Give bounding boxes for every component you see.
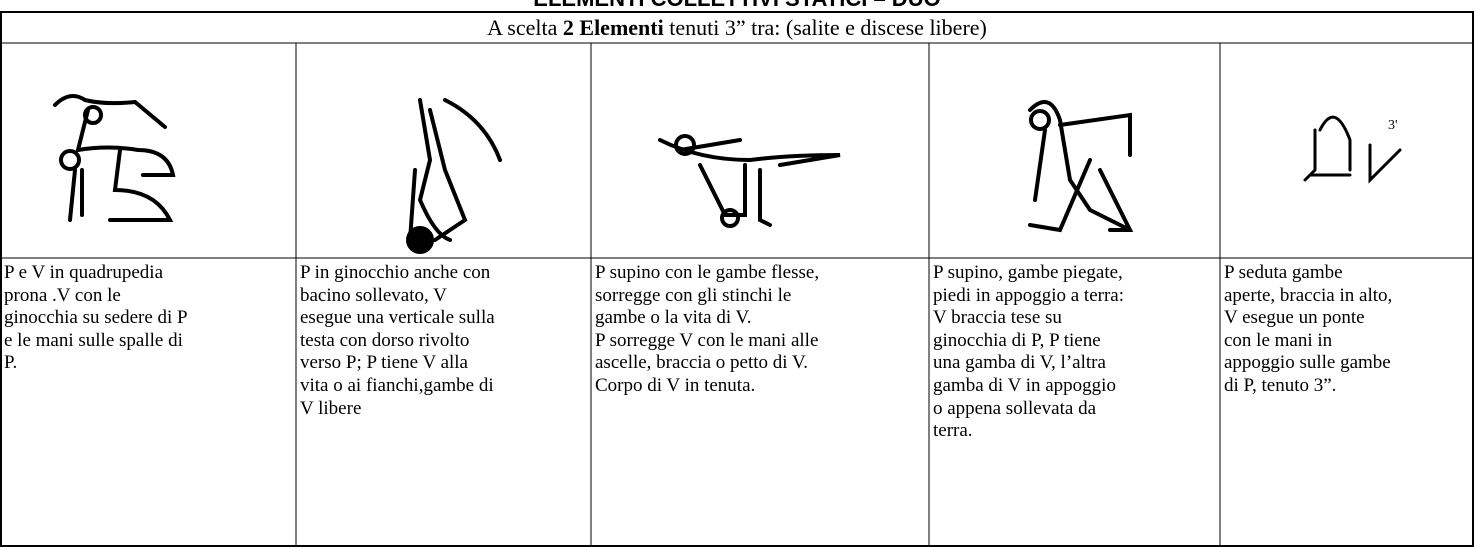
text-line: Corpo di V in tenuta. (595, 374, 756, 396)
text-line: P seduta gambe (1224, 262, 1343, 283)
text-line: ginocchia di P, P tiene (933, 329, 1101, 351)
text-line: gambe o la vita di V. (595, 307, 752, 329)
cell-text: P in ginocchio anche con bacino sollevato… (300, 262, 495, 420)
text-line: bacino sollevato, V (300, 284, 447, 306)
header-text: tenuti 3” tra: (salite e discese libere) (663, 15, 987, 40)
text-line: ginocchia su sedere di P (4, 307, 188, 329)
text-line: V esegue un ponte (1224, 307, 1365, 329)
figure-label: 3' (1388, 118, 1398, 133)
text-line: ascelle, braccia o petto di V. (595, 352, 808, 374)
text-line: P supino, gambe piegate, (933, 262, 1123, 283)
text-line: vita o ai fianchi,gambe di (300, 374, 494, 396)
text-line: aperte, braccia in alto, (1224, 284, 1393, 306)
text-line: V braccia tese su (933, 307, 1062, 329)
text-line: P in ginocchio anche con (300, 262, 491, 283)
text-line: verso P; P tiene V alla (300, 352, 468, 374)
header-text: A scelta (487, 15, 563, 40)
text-line: gamba di V in appoggio (933, 374, 1116, 396)
text-line: P supino con le gambe flesse, (595, 262, 820, 283)
text-line: testa con dorso rivolto (300, 329, 470, 351)
text-line: P sorregge V con le mani alle (595, 329, 819, 351)
cell-text: P supino con le gambe flesse, sorregge co… (595, 262, 819, 398)
text-line: P e V in quadrupedia (4, 262, 164, 283)
header-bold: 2 Elementi (562, 15, 664, 40)
text-line: una gamba di V, l’altra (933, 352, 1106, 374)
header-row: A scelta 2 Elementi tenuti 3” tra: (sali… (0, 12, 1474, 43)
text-line: di P, tenuto 3”. (1224, 374, 1337, 396)
text-line: prona .V con le (4, 284, 121, 306)
text-line: sorregge con gli stinchi le (595, 284, 792, 306)
text-line: piedi in appoggio a terra: (933, 284, 1124, 306)
cell-text: P supino, gambe piegate, piedi in appoggi… (933, 262, 1124, 443)
text-line: esegue una verticale sulla (300, 307, 495, 329)
text-line: con le mani in (1224, 329, 1333, 351)
text-line: appoggio sulle gambe (1224, 352, 1391, 374)
text-line: P. (4, 352, 18, 374)
title: ELEMENTI COLLETTIVI STATICI – DUO (0, 0, 1474, 12)
cell-text: P seduta gambe aperte, braccia in alto, V … (1224, 262, 1392, 398)
text-line: terra. (933, 420, 973, 442)
cell-text: P e V in quadrupedia prona .V con le ginoc… (4, 262, 188, 375)
text-line: e le mani sulle spalle di (4, 329, 183, 351)
text-line: o appena sollevata da (933, 397, 1097, 419)
text-line: V libere (300, 397, 362, 419)
